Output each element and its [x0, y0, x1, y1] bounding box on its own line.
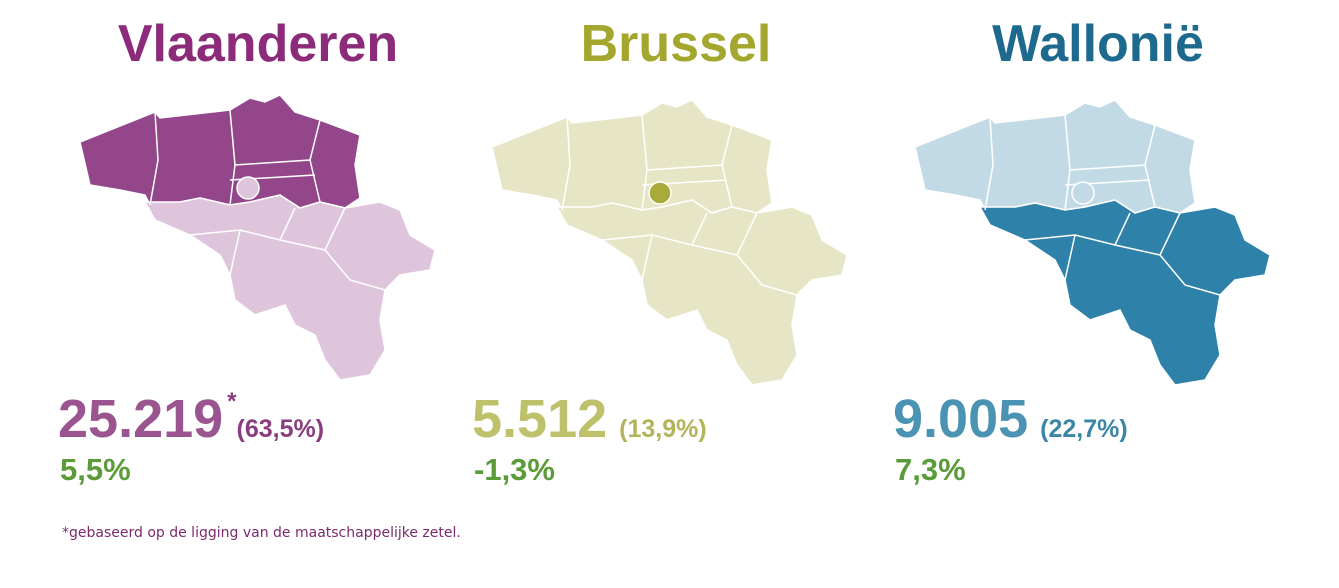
value: 5.512 [472, 389, 608, 449]
map-wallonie [914, 99, 1271, 386]
share: (22,7%) [1040, 415, 1128, 443]
change: -1,3% [474, 452, 555, 487]
value: 25.219 [58, 389, 224, 449]
map-vlaanderen [79, 94, 436, 381]
change: 5,5% [60, 452, 131, 487]
map-brussel [491, 99, 848, 386]
value: 9.005 [893, 389, 1029, 449]
value-line: 5.512 (13,9%) [472, 388, 707, 450]
share: (63,5%) [236, 415, 325, 443]
change: 7,3% [895, 452, 966, 487]
value-line: 25.219 *(63,5%) [58, 388, 324, 450]
share: (13,9%) [619, 415, 707, 443]
value-line: 9.005 (22,7%) [893, 388, 1128, 450]
region-title: Brussel [580, 15, 772, 73]
region-title: Wallonië [992, 15, 1204, 73]
footnote-marker: * [227, 388, 237, 415]
region-title: Vlaanderen [117, 15, 399, 73]
footnote: *gebaseerd op de ligging van de maatscha… [62, 525, 461, 541]
